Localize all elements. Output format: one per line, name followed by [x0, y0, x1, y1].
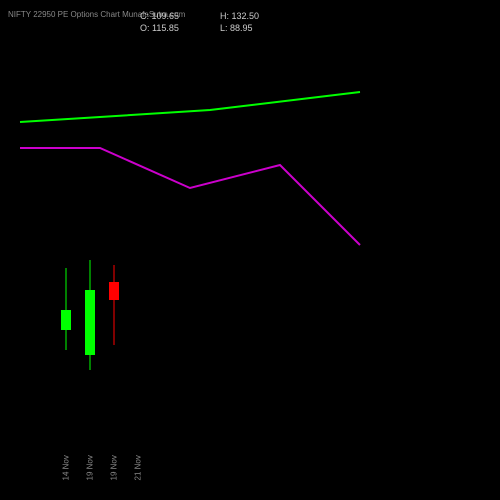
x-axis-labels: 14 Nov 19 Nov 19 Nov 21 Nov [10, 425, 460, 485]
chart-svg [10, 50, 460, 420]
open-value: O: 115.85 [140, 22, 220, 34]
candle-body [85, 290, 95, 355]
close-value: C: 109.65 [140, 10, 220, 22]
x-axis-label: 21 Nov [134, 455, 143, 480]
lower-band-line [20, 148, 360, 245]
x-axis-label: 14 Nov [62, 455, 71, 480]
x-axis-label: 19 Nov [86, 455, 95, 480]
candle-body [109, 282, 119, 300]
low-value: L: 88.95 [220, 22, 300, 34]
ohlc-info: C: 109.65 H: 132.50 O: 115.85 L: 88.95 [140, 10, 300, 34]
x-axis-label: 19 Nov [110, 455, 119, 480]
upper-band-line [20, 92, 360, 122]
high-value: H: 132.50 [220, 10, 300, 22]
chart-plot-area [10, 50, 460, 420]
candle-body [61, 310, 71, 330]
